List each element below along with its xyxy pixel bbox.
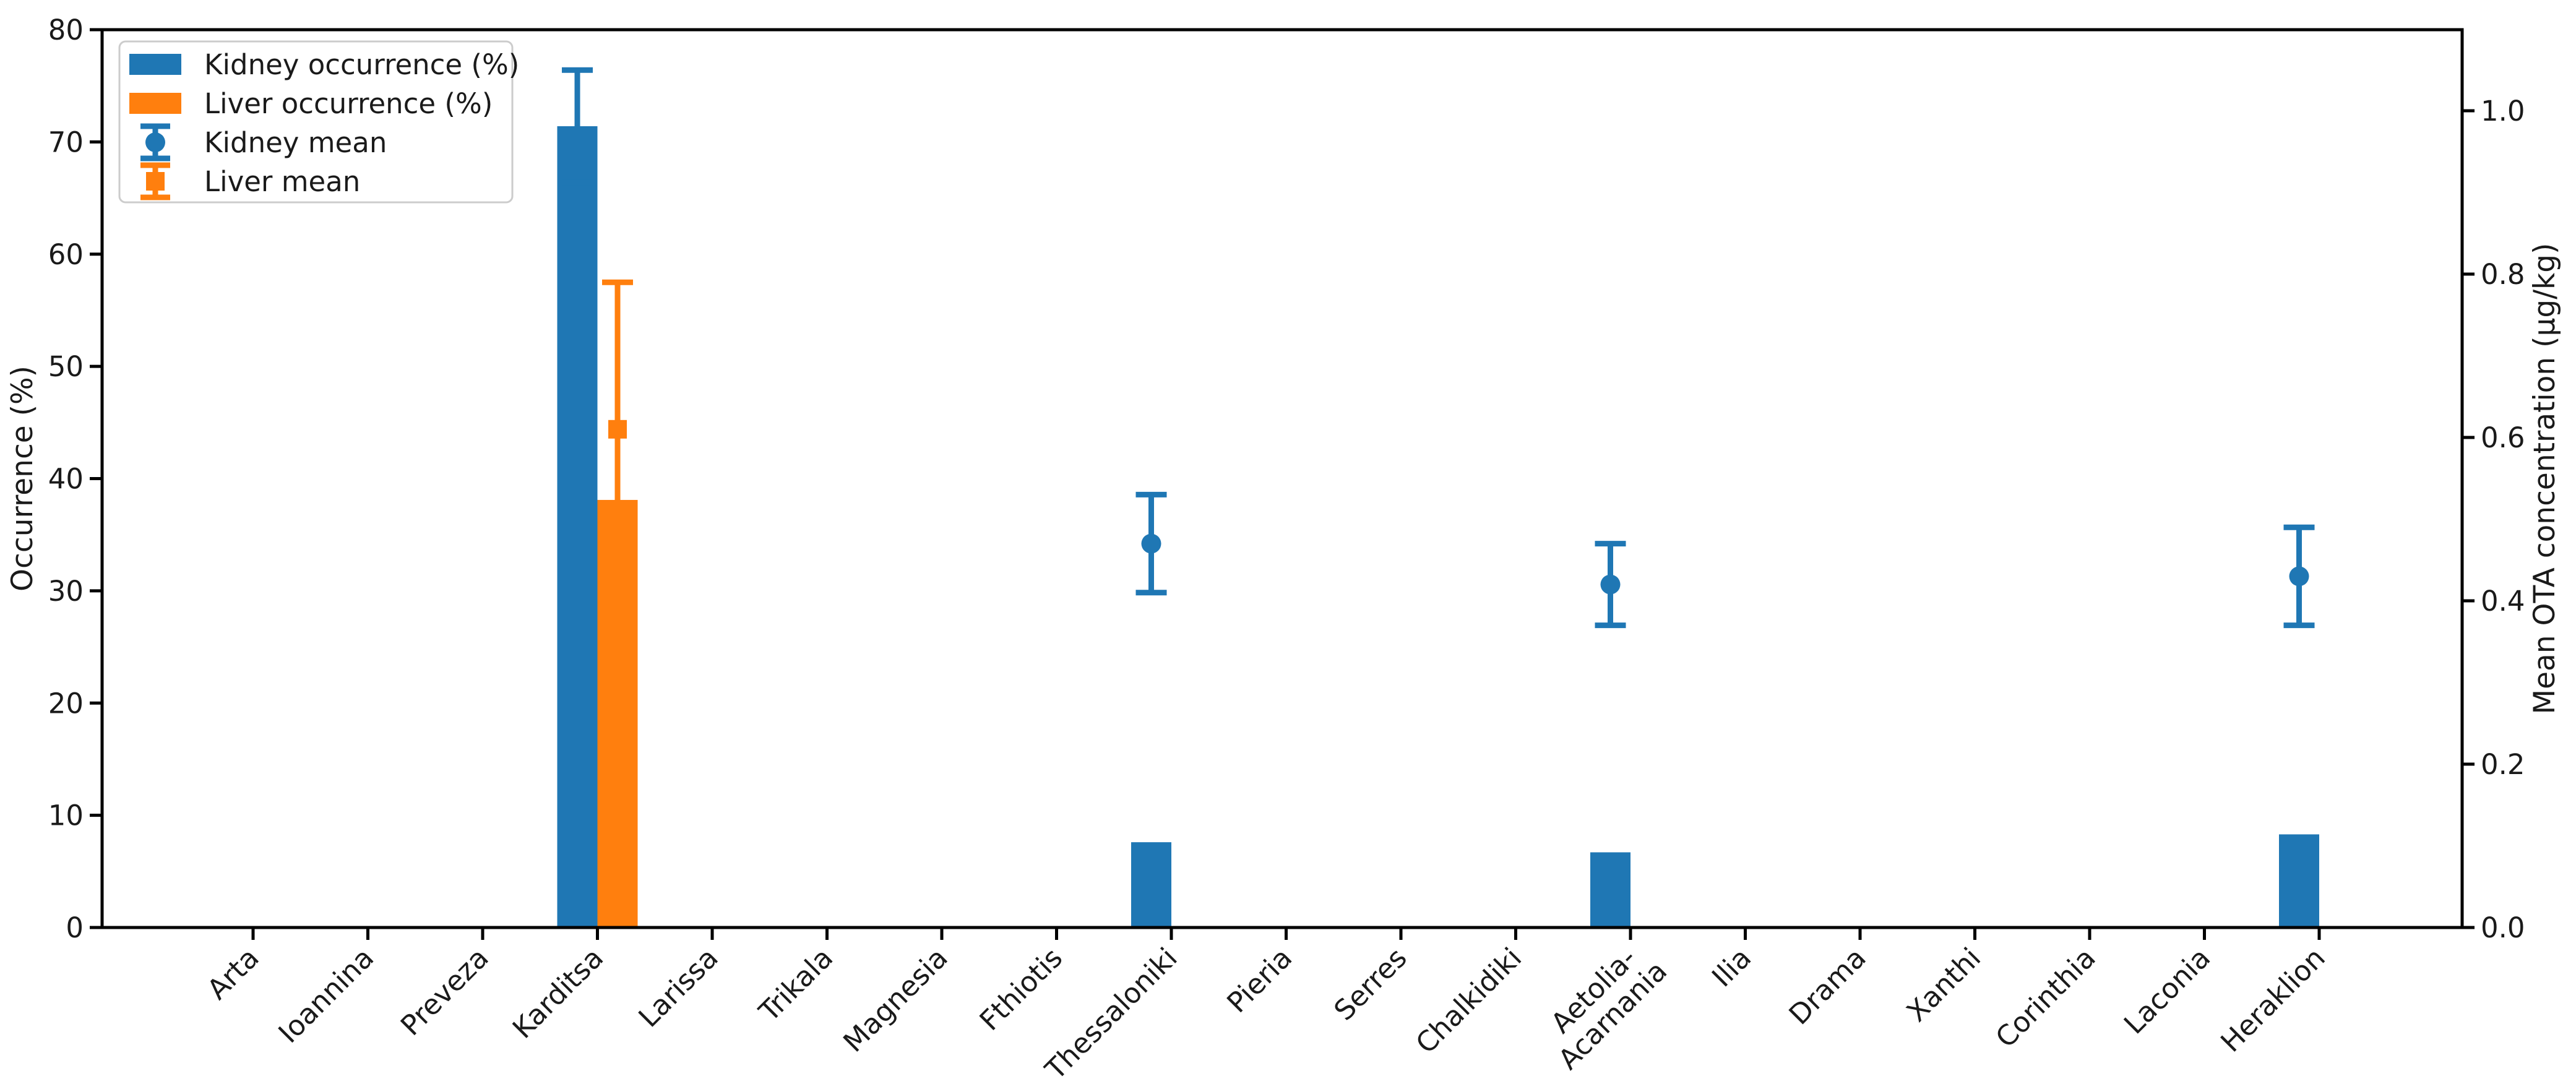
x-tick-label-pieria: Pieria [1220, 941, 1298, 1019]
x-tick-label-preveza: Preveza [394, 941, 495, 1042]
y-right-tick-label-0.0: 0.0 [2481, 911, 2525, 944]
bar-kidney-occurrence-karditsa [557, 126, 598, 928]
y-right-tick-label-0.2: 0.2 [2481, 748, 2525, 781]
x-tick-label-ilia: Ilia [1705, 941, 1757, 993]
y-right-tick-label-0.6: 0.6 [2481, 421, 2525, 454]
x-tick-label-karditsa: Karditsa [506, 941, 610, 1044]
y-right-tick-label-1.0: 1.0 [2481, 95, 2525, 127]
x-tick-label-larissa: Larissa [632, 941, 724, 1033]
y-right-tick-label-0.4: 0.4 [2481, 585, 2525, 618]
y-left-tick-label-0: 0 [66, 911, 84, 944]
x-tick-label-trikala: Trikala [752, 941, 840, 1028]
x-tick-label-heraklion: Heraklion [2214, 941, 2331, 1058]
x-tick-label-aetolia-acarnania: Aetolia-Acarnania [1530, 932, 1674, 1076]
x-tick-label-chalkidiki: Chalkidiki [1409, 941, 1528, 1060]
legend-box [118, 40, 514, 204]
y-left-tick-label-50: 50 [48, 350, 84, 383]
legend-label-kidney-occurrence: Kidney occurrence (%) [204, 48, 519, 81]
legend-label-kidney-mean: Kidney mean [204, 126, 387, 159]
x-tick-label-arta: Arta [200, 941, 265, 1005]
bar-kidney-occurrence-aetolia-acarnania [1590, 852, 1630, 928]
legend-label-liver-mean: Liver mean [204, 165, 360, 198]
y-left-axis-title: Occurrence (%) [6, 366, 40, 592]
x-tick-label-corinthia: Corinthia [1989, 941, 2102, 1054]
bar-kidney-occurrence-heraklion [2279, 834, 2319, 928]
x-tick-label-magnesia: Magnesia [837, 941, 954, 1058]
x-tick-label-ioannina: Ioannina [272, 941, 381, 1049]
y-left-tick-label-80: 80 [48, 14, 84, 46]
x-tick-label-fthiotis: Fthiotis [973, 941, 1069, 1037]
y-left-tick-label-20: 20 [48, 687, 84, 720]
y-left-tick-label-60: 60 [48, 238, 84, 271]
point-kidney-mean-aetolia-acarnania [1600, 574, 1621, 595]
y-right-axis-title: Mean OTA concentration (µg/kg) [2528, 243, 2562, 715]
legend-swatch-kidney-occurrence [129, 54, 181, 75]
point-liver-mean-karditsa [608, 420, 627, 439]
y-left-tick-label-70: 70 [48, 126, 84, 158]
point-kidney-mean-heraklion [2289, 566, 2309, 587]
legend-marker-circle [145, 132, 165, 152]
legend-label-liver-occurrence: Liver occurrence (%) [204, 87, 493, 120]
y-left-tick-label-30: 30 [48, 575, 84, 608]
y-right-tick-label-0.8: 0.8 [2481, 258, 2525, 291]
legend-swatch-liver-occurrence [129, 93, 181, 114]
x-tick-label-serres: Serres [1327, 941, 1413, 1027]
bar-kidney-occurrence-thessaloniki [1131, 842, 1171, 928]
point-kidney-mean-thessaloniki [1141, 533, 1161, 554]
x-tick-label-xanthi: Xanthi [1900, 941, 1987, 1028]
y-left-tick-label-10: 10 [48, 799, 84, 832]
legend-marker-square [146, 172, 165, 191]
x-tick-label-laconia: Laconia [2117, 941, 2216, 1040]
x-tick-label-drama: Drama [1783, 941, 1872, 1031]
y-left-tick-label-40: 40 [48, 463, 84, 496]
